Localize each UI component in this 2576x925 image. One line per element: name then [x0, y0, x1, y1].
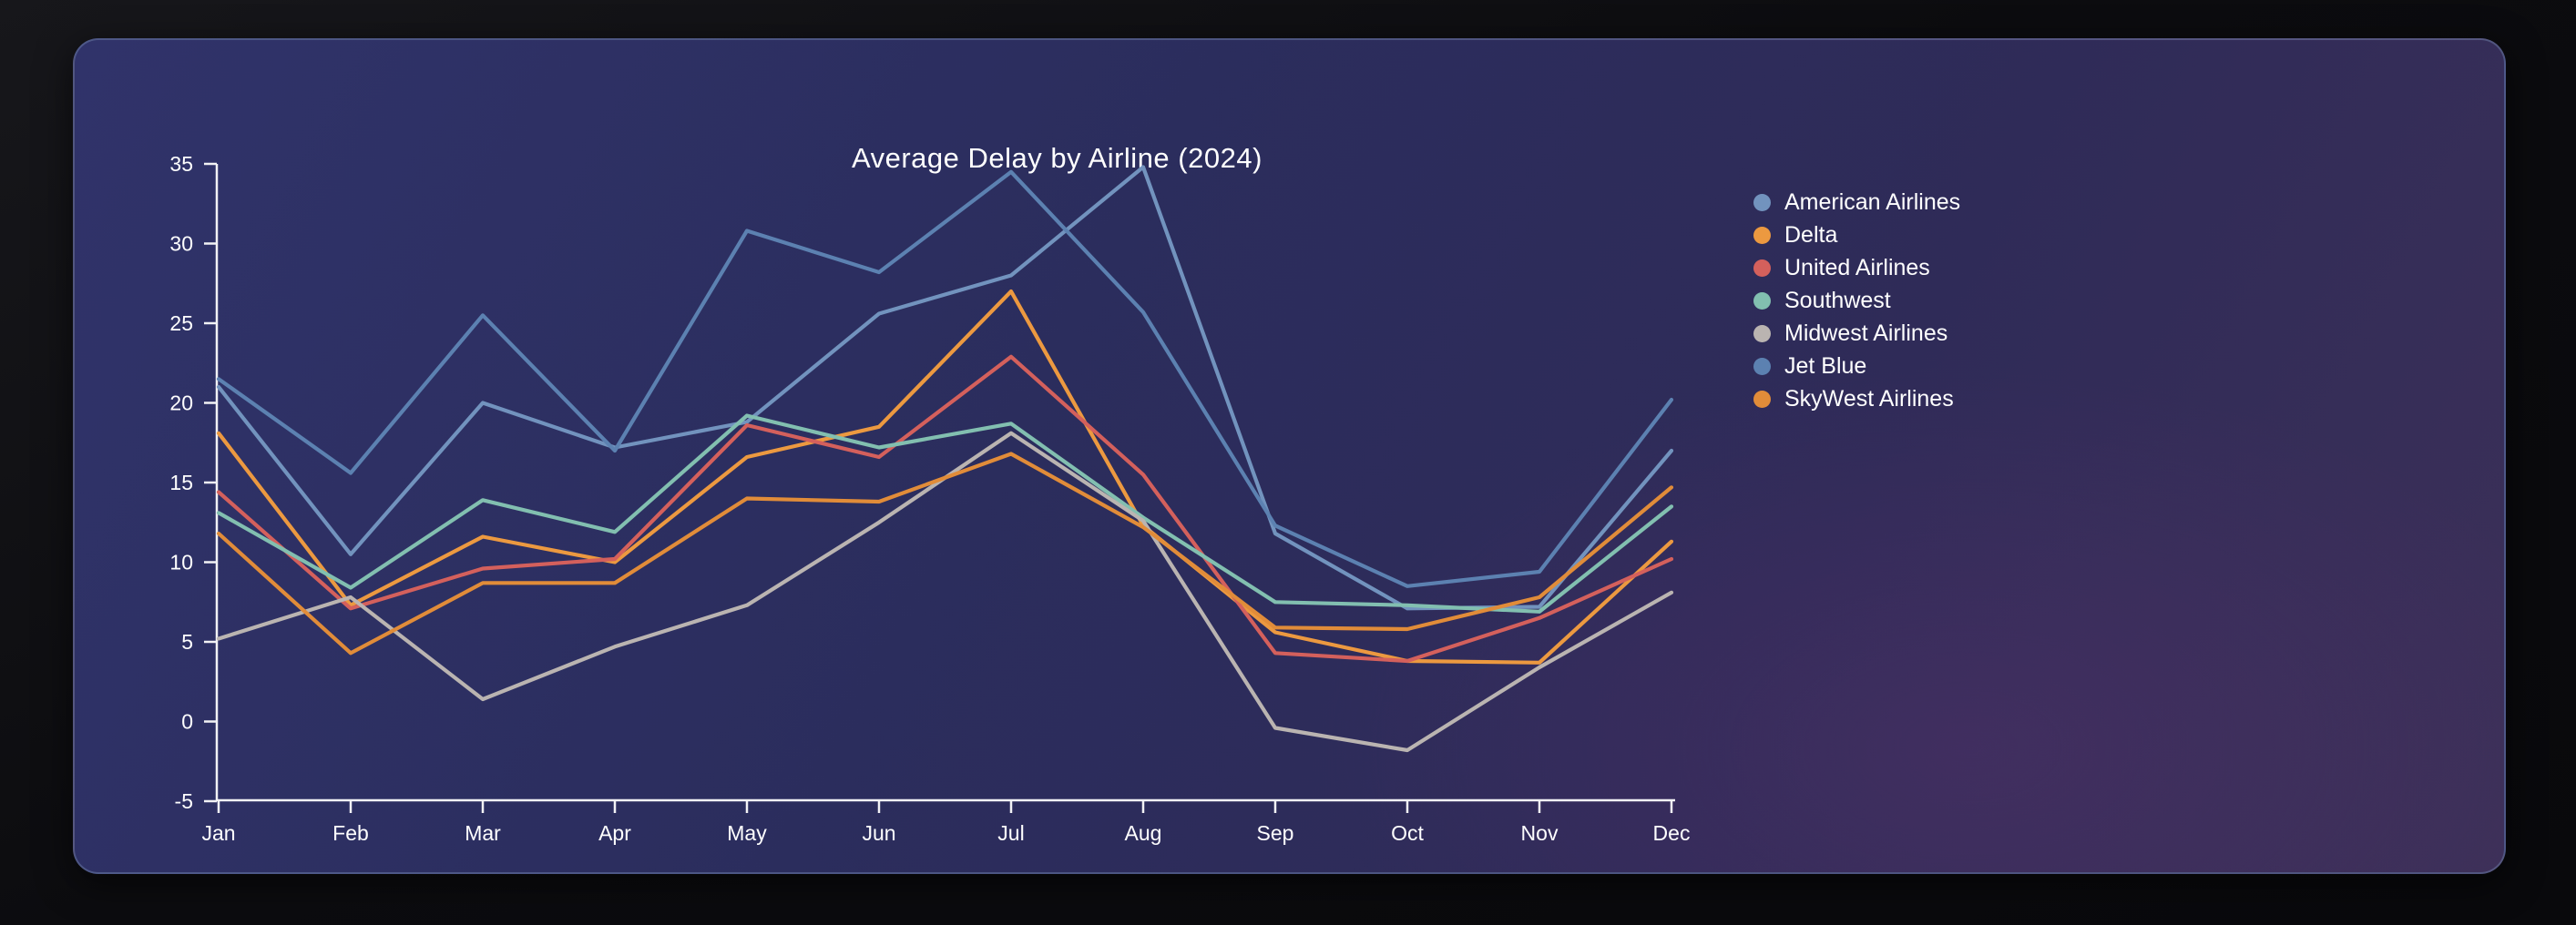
legend-label: SkyWest Airlines	[1784, 385, 1954, 412]
x-tick-label: Aug	[1125, 821, 1162, 845]
legend-swatch-icon	[1753, 226, 1771, 244]
x-tick-label: Feb	[332, 821, 369, 845]
legend-label: Midwest Airlines	[1784, 320, 1948, 346]
legend-swatch-icon	[1753, 390, 1771, 408]
legend-label: American Airlines	[1784, 188, 1961, 215]
legend-item-midwest-airlines[interactable]: Midwest Airlines	[1753, 317, 1960, 350]
legend-swatch-icon	[1753, 259, 1771, 277]
legend-item-american-airlines[interactable]: American Airlines	[1753, 186, 1960, 219]
chart-legend: American Airlines Delta United Airlines Sou…	[1753, 186, 1960, 415]
x-tick-label: May	[727, 821, 767, 845]
y-tick-label: 20	[169, 391, 193, 415]
x-tick-label: Mar	[465, 821, 501, 845]
line-series-american-airlines	[216, 165, 1674, 611]
line-series-delta	[216, 289, 1674, 665]
x-tick-label: Jan	[201, 821, 235, 845]
x-tick-label: Jul	[997, 821, 1024, 845]
line-series-jet-blue	[216, 169, 1674, 588]
legend-label: Jet Blue	[1784, 352, 1867, 379]
legend-swatch-icon	[1753, 357, 1771, 375]
legend-item-southwest[interactable]: Southwest	[1753, 284, 1960, 317]
x-tick-label: Sep	[1257, 821, 1294, 845]
y-tick-label: -5	[175, 789, 193, 813]
legend-label: United Airlines	[1784, 254, 1930, 280]
x-tick-label: Jun	[862, 821, 895, 845]
axes	[215, 164, 1675, 802]
chart-title: Average Delay by Airline (2024)	[852, 142, 1262, 174]
chart-card: Average Delay by Airline (2024) American…	[73, 38, 2506, 874]
legend-swatch-icon	[1753, 193, 1771, 211]
y-tick-label: 10	[169, 551, 193, 574]
y-tick-label: 15	[169, 471, 193, 494]
line-series-southwest	[216, 413, 1674, 614]
x-tick-label: Oct	[1391, 821, 1424, 845]
line-series-united-airlines	[216, 354, 1674, 664]
x-tick-label: Apr	[598, 821, 631, 845]
legend-swatch-icon	[1753, 324, 1771, 342]
legend-item-skywest-airlines[interactable]: SkyWest Airlines	[1753, 382, 1960, 415]
y-tick-label: 25	[169, 311, 193, 335]
y-tick-label: 30	[169, 232, 193, 256]
legend-label: Delta	[1784, 221, 1838, 248]
legend-item-jet-blue[interactable]: Jet Blue	[1753, 350, 1960, 382]
y-tick-label: 5	[181, 630, 193, 654]
legend-label: Southwest	[1784, 287, 1891, 313]
y-tick-label: 0	[181, 710, 193, 734]
y-tick-label: 35	[169, 152, 193, 176]
x-tick-label: Nov	[1521, 821, 1559, 845]
x-tick-label: Dec	[1653, 821, 1691, 845]
legend-item-delta[interactable]: Delta	[1753, 219, 1960, 251]
legend-item-united-airlines[interactable]: United Airlines	[1753, 251, 1960, 284]
legend-swatch-icon	[1753, 291, 1771, 310]
line-series-midwest-airlines	[216, 431, 1674, 753]
line-series-skywest-airlines	[216, 452, 1674, 656]
